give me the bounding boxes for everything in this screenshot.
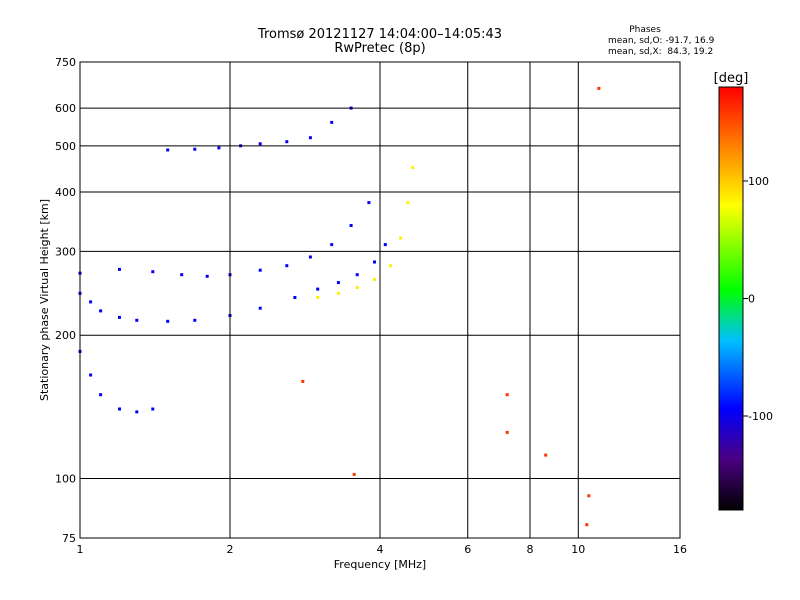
data-point: [293, 296, 297, 299]
y-tick-label: 500: [55, 140, 76, 153]
data-point: [118, 267, 121, 271]
data-point: [355, 273, 359, 277]
data-point: [544, 453, 548, 457]
y-tick-label: 100: [55, 473, 76, 486]
data-point: [258, 306, 262, 310]
data-point: [316, 287, 320, 291]
x-tick-label: 10: [571, 543, 585, 556]
colorbar-label: [deg]: [714, 71, 749, 86]
data-point: [330, 243, 334, 247]
data-point: [89, 300, 93, 304]
y-axis-label: Stationary phase Virtual Height [km]: [38, 199, 51, 401]
data-point: [258, 142, 262, 146]
data-point: [349, 224, 353, 227]
data-point: [151, 407, 155, 411]
x-tick-label: 8: [527, 543, 534, 556]
data-point: [330, 120, 334, 124]
data-point: [355, 286, 359, 289]
data-point: [308, 136, 312, 140]
data-point: [99, 393, 103, 397]
data-point: [193, 147, 197, 151]
chart-title: Tromsø 20121127 14:04:00–14:05:43: [257, 27, 502, 42]
data-point: [308, 255, 312, 259]
data-point: [193, 318, 197, 322]
x-tick-label: 4: [377, 543, 384, 556]
y-tick-label: 600: [55, 102, 76, 115]
data-point: [406, 201, 410, 205]
data-point: [166, 319, 170, 323]
data-point: [135, 318, 139, 322]
data-point: [151, 270, 155, 274]
y-tick-label: 300: [55, 245, 76, 258]
data-point: [411, 166, 415, 170]
data-point: [373, 277, 376, 281]
data-point: [587, 494, 591, 498]
y-tick-label: 75: [62, 532, 76, 545]
data-point: [505, 393, 509, 397]
colorbar-tick-label: -100: [748, 410, 773, 423]
colorbar: [718, 86, 744, 511]
colorbar-tick-label: 0: [748, 293, 755, 306]
data-point: [399, 236, 403, 240]
data-point: [166, 148, 170, 152]
data-point: [352, 472, 356, 476]
data-point: [336, 281, 340, 285]
data-point: [217, 146, 221, 150]
data-point: [383, 243, 387, 247]
y-tick-label: 400: [55, 186, 76, 199]
data-point: [301, 379, 305, 383]
grid-lines: [80, 62, 680, 538]
y-tick-label: 200: [55, 329, 76, 342]
x-tick-label: 6: [464, 543, 471, 556]
data-point: [205, 274, 209, 278]
data-point: [135, 410, 139, 414]
data-point: [389, 264, 393, 268]
data-point: [316, 296, 320, 299]
colorbar-ticks: 100 0 -100: [743, 175, 773, 423]
stats-x-line: mean, sd,X: 84.3, 19.2: [608, 47, 713, 57]
data-point: [285, 140, 289, 144]
data-point: [285, 264, 289, 268]
data-point: [89, 373, 93, 377]
y-axis: 75 100 200 300 400 500 600 750: [55, 56, 76, 545]
x-tick-label: 2: [227, 543, 234, 556]
stats-title: Phases: [629, 25, 661, 35]
x-tick-label: 16: [673, 543, 687, 556]
data-point: [367, 201, 371, 205]
data-point: [118, 407, 121, 411]
y-tick-label: 750: [55, 56, 76, 69]
plot-frame: [79, 61, 681, 539]
chart-subtitle: RwPretec (8p): [334, 41, 425, 56]
data-point: [118, 315, 121, 319]
x-tick-label: 1: [77, 543, 84, 556]
stats-o-line: mean, sd,O: -91.7, 16.9: [608, 36, 715, 46]
data-point: [373, 260, 376, 264]
data-point: [505, 430, 509, 434]
data-point: [597, 86, 601, 90]
x-axis-label: Frequency [MHz]: [334, 558, 426, 571]
data-point: [180, 273, 184, 277]
data-point: [99, 309, 103, 313]
data-point: [585, 523, 589, 527]
data-point: [258, 268, 262, 272]
colorbar-tick-label: 100: [748, 175, 769, 188]
data-point: [336, 291, 340, 295]
x-axis: 1 2 4 6 8 10 16: [77, 543, 688, 556]
